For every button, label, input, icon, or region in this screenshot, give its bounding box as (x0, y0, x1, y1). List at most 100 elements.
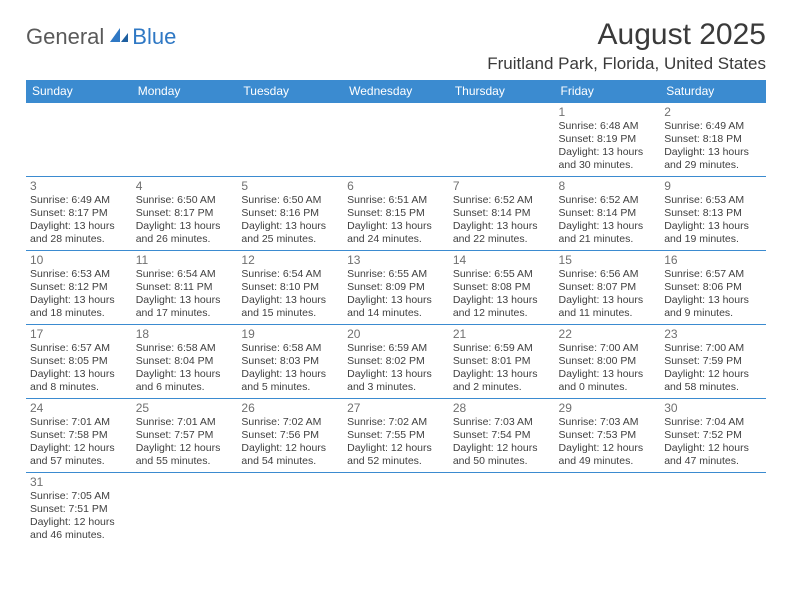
day-info: Sunrise: 7:03 AMSunset: 7:54 PMDaylight:… (453, 416, 551, 469)
weekday-header: Thursday (449, 80, 555, 103)
calendar-cell (132, 473, 238, 547)
calendar-cell (237, 103, 343, 177)
day-info: Sunrise: 6:52 AMSunset: 8:14 PMDaylight:… (559, 194, 657, 247)
calendar-cell (237, 473, 343, 547)
day-info: Sunrise: 6:54 AMSunset: 8:10 PMDaylight:… (241, 268, 339, 321)
day-number: 17 (30, 327, 128, 341)
day-info: Sunrise: 6:57 AMSunset: 8:06 PMDaylight:… (664, 268, 762, 321)
day-number: 11 (136, 253, 234, 267)
calendar-cell: 8Sunrise: 6:52 AMSunset: 8:14 PMDaylight… (555, 177, 661, 251)
calendar-table: SundayMondayTuesdayWednesdayThursdayFrid… (26, 80, 766, 547)
day-number: 6 (347, 179, 445, 193)
calendar-cell: 27Sunrise: 7:02 AMSunset: 7:55 PMDayligh… (343, 399, 449, 473)
day-number: 25 (136, 401, 234, 415)
calendar-cell: 5Sunrise: 6:50 AMSunset: 8:16 PMDaylight… (237, 177, 343, 251)
day-info: Sunrise: 6:58 AMSunset: 8:04 PMDaylight:… (136, 342, 234, 395)
day-number: 31 (30, 475, 128, 489)
day-number: 22 (559, 327, 657, 341)
calendar-cell: 17Sunrise: 6:57 AMSunset: 8:05 PMDayligh… (26, 325, 132, 399)
month-title: August 2025 (487, 18, 766, 52)
calendar-cell (132, 103, 238, 177)
weekday-header-row: SundayMondayTuesdayWednesdayThursdayFrid… (26, 80, 766, 103)
day-info: Sunrise: 7:04 AMSunset: 7:52 PMDaylight:… (664, 416, 762, 469)
day-info: Sunrise: 6:53 AMSunset: 8:12 PMDaylight:… (30, 268, 128, 321)
logo-sail-icon (108, 24, 130, 50)
calendar-cell (449, 473, 555, 547)
day-number: 24 (30, 401, 128, 415)
calendar-cell (26, 103, 132, 177)
day-number: 2 (664, 105, 762, 119)
calendar-cell: 13Sunrise: 6:55 AMSunset: 8:09 PMDayligh… (343, 251, 449, 325)
day-number: 3 (30, 179, 128, 193)
day-number: 4 (136, 179, 234, 193)
day-info: Sunrise: 6:56 AMSunset: 8:07 PMDaylight:… (559, 268, 657, 321)
day-number: 8 (559, 179, 657, 193)
calendar-cell: 22Sunrise: 7:00 AMSunset: 8:00 PMDayligh… (555, 325, 661, 399)
weekday-header: Tuesday (237, 80, 343, 103)
day-number: 29 (559, 401, 657, 415)
day-number: 20 (347, 327, 445, 341)
calendar-row: 3Sunrise: 6:49 AMSunset: 8:17 PMDaylight… (26, 177, 766, 251)
day-number: 30 (664, 401, 762, 415)
calendar-cell (343, 473, 449, 547)
title-block: August 2025 Fruitland Park, Florida, Uni… (487, 18, 766, 74)
day-info: Sunrise: 6:50 AMSunset: 8:16 PMDaylight:… (241, 194, 339, 247)
weekday-header: Sunday (26, 80, 132, 103)
day-info: Sunrise: 6:59 AMSunset: 8:02 PMDaylight:… (347, 342, 445, 395)
day-info: Sunrise: 6:50 AMSunset: 8:17 PMDaylight:… (136, 194, 234, 247)
day-info: Sunrise: 6:48 AMSunset: 8:19 PMDaylight:… (559, 120, 657, 173)
calendar-cell: 2Sunrise: 6:49 AMSunset: 8:18 PMDaylight… (660, 103, 766, 177)
day-info: Sunrise: 7:03 AMSunset: 7:53 PMDaylight:… (559, 416, 657, 469)
calendar-cell: 6Sunrise: 6:51 AMSunset: 8:15 PMDaylight… (343, 177, 449, 251)
day-number: 21 (453, 327, 551, 341)
day-number: 10 (30, 253, 128, 267)
weekday-header: Monday (132, 80, 238, 103)
calendar-row: 24Sunrise: 7:01 AMSunset: 7:58 PMDayligh… (26, 399, 766, 473)
calendar-cell: 4Sunrise: 6:50 AMSunset: 8:17 PMDaylight… (132, 177, 238, 251)
logo-text-2: Blue (132, 24, 176, 50)
day-number: 12 (241, 253, 339, 267)
calendar-cell: 30Sunrise: 7:04 AMSunset: 7:52 PMDayligh… (660, 399, 766, 473)
day-number: 23 (664, 327, 762, 341)
calendar-cell: 3Sunrise: 6:49 AMSunset: 8:17 PMDaylight… (26, 177, 132, 251)
weekday-header: Wednesday (343, 80, 449, 103)
calendar-cell: 18Sunrise: 6:58 AMSunset: 8:04 PMDayligh… (132, 325, 238, 399)
logo-text-1: General (26, 24, 104, 50)
calendar-cell (555, 473, 661, 547)
calendar-cell: 23Sunrise: 7:00 AMSunset: 7:59 PMDayligh… (660, 325, 766, 399)
day-info: Sunrise: 6:54 AMSunset: 8:11 PMDaylight:… (136, 268, 234, 321)
calendar-cell (660, 473, 766, 547)
calendar-row: 31Sunrise: 7:05 AMSunset: 7:51 PMDayligh… (26, 473, 766, 547)
day-number: 1 (559, 105, 657, 119)
day-info: Sunrise: 6:58 AMSunset: 8:03 PMDaylight:… (241, 342, 339, 395)
day-number: 18 (136, 327, 234, 341)
day-number: 28 (453, 401, 551, 415)
day-info: Sunrise: 7:02 AMSunset: 7:56 PMDaylight:… (241, 416, 339, 469)
calendar-row: 1Sunrise: 6:48 AMSunset: 8:19 PMDaylight… (26, 103, 766, 177)
day-number: 14 (453, 253, 551, 267)
calendar-cell: 9Sunrise: 6:53 AMSunset: 8:13 PMDaylight… (660, 177, 766, 251)
day-number: 7 (453, 179, 551, 193)
day-number: 27 (347, 401, 445, 415)
header: General Blue August 2025 Fruitland Park,… (26, 18, 766, 74)
calendar-cell: 14Sunrise: 6:55 AMSunset: 8:08 PMDayligh… (449, 251, 555, 325)
day-info: Sunrise: 6:55 AMSunset: 8:09 PMDaylight:… (347, 268, 445, 321)
calendar-cell: 10Sunrise: 6:53 AMSunset: 8:12 PMDayligh… (26, 251, 132, 325)
calendar-row: 17Sunrise: 6:57 AMSunset: 8:05 PMDayligh… (26, 325, 766, 399)
calendar-cell: 31Sunrise: 7:05 AMSunset: 7:51 PMDayligh… (26, 473, 132, 547)
day-info: Sunrise: 6:52 AMSunset: 8:14 PMDaylight:… (453, 194, 551, 247)
day-info: Sunrise: 6:55 AMSunset: 8:08 PMDaylight:… (453, 268, 551, 321)
weekday-header: Saturday (660, 80, 766, 103)
calendar-cell (343, 103, 449, 177)
calendar-cell: 25Sunrise: 7:01 AMSunset: 7:57 PMDayligh… (132, 399, 238, 473)
day-info: Sunrise: 6:49 AMSunset: 8:18 PMDaylight:… (664, 120, 762, 173)
calendar-cell: 16Sunrise: 6:57 AMSunset: 8:06 PMDayligh… (660, 251, 766, 325)
calendar-cell: 12Sunrise: 6:54 AMSunset: 8:10 PMDayligh… (237, 251, 343, 325)
day-info: Sunrise: 7:05 AMSunset: 7:51 PMDaylight:… (30, 490, 128, 543)
weekday-header: Friday (555, 80, 661, 103)
day-info: Sunrise: 7:01 AMSunset: 7:58 PMDaylight:… (30, 416, 128, 469)
day-info: Sunrise: 6:53 AMSunset: 8:13 PMDaylight:… (664, 194, 762, 247)
calendar-cell: 15Sunrise: 6:56 AMSunset: 8:07 PMDayligh… (555, 251, 661, 325)
day-number: 15 (559, 253, 657, 267)
calendar-cell: 29Sunrise: 7:03 AMSunset: 7:53 PMDayligh… (555, 399, 661, 473)
